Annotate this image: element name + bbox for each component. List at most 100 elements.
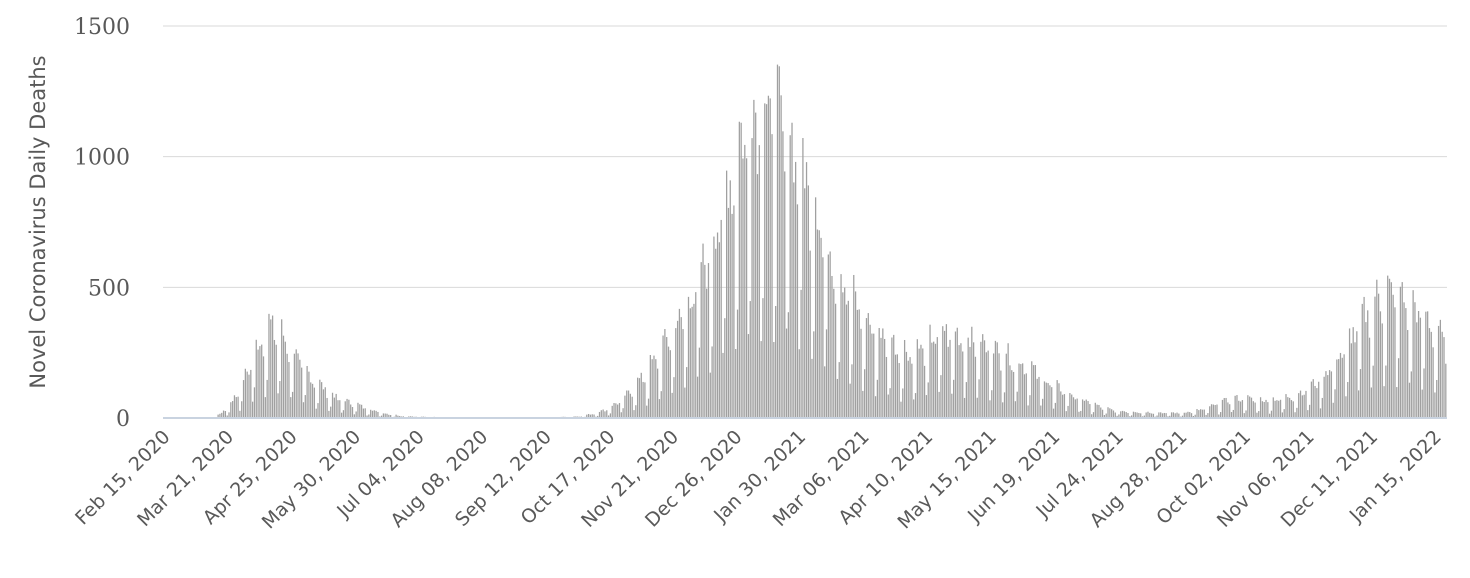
bar bbox=[825, 329, 828, 418]
bar bbox=[889, 388, 891, 418]
bar bbox=[956, 327, 958, 418]
bar bbox=[1190, 413, 1193, 418]
bar bbox=[851, 364, 853, 418]
bar bbox=[1007, 343, 1009, 418]
bar bbox=[638, 378, 641, 418]
bar bbox=[991, 390, 993, 418]
bar bbox=[887, 394, 889, 418]
bar bbox=[776, 64, 779, 418]
bar bbox=[920, 344, 922, 418]
bar bbox=[900, 401, 902, 418]
bar bbox=[311, 383, 314, 418]
bar bbox=[1328, 370, 1331, 418]
bar bbox=[1209, 406, 1211, 418]
bar bbox=[969, 346, 971, 418]
bar bbox=[1185, 412, 1187, 418]
bar bbox=[1227, 402, 1229, 418]
bar bbox=[1094, 402, 1096, 418]
bar bbox=[706, 288, 708, 418]
bar bbox=[758, 145, 760, 418]
bar bbox=[282, 335, 285, 418]
bar bbox=[360, 404, 363, 418]
bar bbox=[326, 397, 328, 418]
bar bbox=[905, 351, 908, 418]
bar bbox=[842, 292, 844, 418]
bar bbox=[1025, 373, 1027, 418]
bar bbox=[1121, 410, 1124, 418]
bar bbox=[351, 407, 354, 418]
bar bbox=[1069, 393, 1071, 418]
bar bbox=[637, 377, 639, 418]
bar bbox=[695, 292, 697, 418]
bar bbox=[936, 337, 938, 418]
bar bbox=[960, 343, 962, 418]
bar bbox=[1085, 399, 1087, 418]
bar bbox=[671, 392, 673, 418]
bar bbox=[1305, 390, 1307, 418]
bar bbox=[301, 367, 303, 418]
y-axis-label: Novel Coronavirus Daily Deaths bbox=[26, 55, 50, 388]
bar bbox=[1149, 412, 1151, 418]
bar bbox=[813, 331, 815, 418]
bar bbox=[1127, 413, 1129, 418]
bar bbox=[1354, 342, 1356, 418]
bar bbox=[268, 313, 270, 418]
bar bbox=[279, 381, 281, 418]
bar bbox=[1441, 331, 1443, 418]
bar bbox=[673, 377, 675, 418]
bar bbox=[1249, 396, 1251, 418]
bar bbox=[1361, 303, 1363, 418]
bar bbox=[1116, 415, 1118, 418]
bar bbox=[377, 411, 379, 418]
bar bbox=[1111, 409, 1113, 418]
bar bbox=[368, 414, 370, 418]
bar bbox=[321, 382, 323, 418]
bar bbox=[611, 405, 613, 418]
bar bbox=[747, 334, 750, 418]
bar bbox=[1081, 399, 1084, 418]
bar bbox=[949, 339, 951, 418]
bar bbox=[909, 357, 911, 418]
bar bbox=[388, 414, 390, 418]
bar bbox=[1130, 415, 1133, 418]
bar bbox=[1399, 286, 1402, 418]
bar bbox=[344, 401, 346, 418]
bar bbox=[1200, 409, 1202, 418]
bar bbox=[942, 326, 944, 418]
bar bbox=[951, 393, 953, 418]
bar bbox=[1439, 319, 1442, 418]
bar bbox=[1368, 337, 1371, 418]
bar bbox=[242, 380, 245, 418]
bar bbox=[1012, 371, 1015, 418]
bar bbox=[704, 264, 706, 418]
bar bbox=[239, 410, 241, 418]
bar bbox=[686, 367, 688, 418]
bar bbox=[1160, 412, 1162, 418]
bar bbox=[1287, 397, 1289, 418]
bar bbox=[773, 342, 775, 418]
bar bbox=[814, 197, 817, 418]
bar bbox=[262, 356, 265, 418]
bar bbox=[217, 414, 219, 418]
bar bbox=[980, 341, 982, 418]
bar bbox=[586, 414, 588, 418]
bar bbox=[286, 353, 288, 418]
bar bbox=[965, 382, 967, 418]
bar bbox=[1365, 322, 1367, 418]
bar bbox=[1040, 405, 1042, 418]
bar bbox=[1434, 392, 1436, 418]
bar bbox=[916, 339, 918, 418]
bars bbox=[210, 64, 1447, 419]
bar bbox=[1112, 410, 1115, 418]
bar bbox=[1423, 368, 1425, 418]
bar bbox=[237, 396, 239, 418]
bar bbox=[626, 390, 628, 418]
bar bbox=[656, 368, 659, 418]
bar bbox=[631, 396, 633, 418]
bar bbox=[1290, 400, 1293, 418]
bar bbox=[878, 327, 880, 418]
bar bbox=[330, 406, 332, 418]
bar bbox=[221, 412, 223, 418]
bar bbox=[809, 250, 811, 418]
bar bbox=[353, 414, 355, 418]
